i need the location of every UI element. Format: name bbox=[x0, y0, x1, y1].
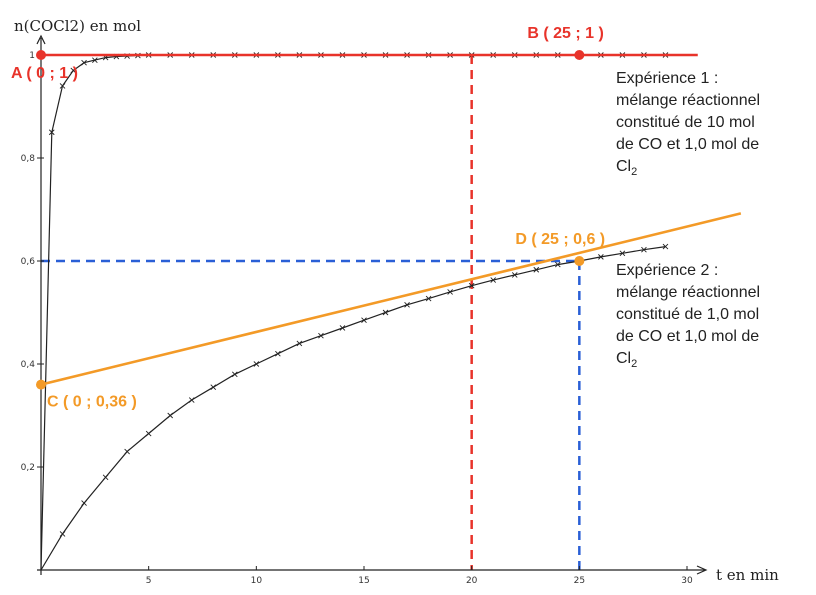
series-1-point bbox=[48, 129, 55, 136]
series-2-point bbox=[231, 371, 238, 378]
series-2-point bbox=[59, 531, 66, 537]
series-2-point bbox=[253, 361, 260, 367]
series-2-point bbox=[490, 277, 497, 283]
series-2-point bbox=[275, 350, 281, 357]
y-tick-label: 1 bbox=[29, 51, 35, 61]
point-d-label: D ( 25 ; 0,6 ) bbox=[515, 231, 605, 248]
x-tick-label: 5 bbox=[146, 576, 152, 586]
x-tick-label: 30 bbox=[681, 576, 693, 586]
experience-1-note-line: Expérience 1 : bbox=[616, 70, 718, 87]
experience-2-note-line: de CO et 1,0 mol de bbox=[616, 328, 759, 345]
series-1-point bbox=[70, 67, 77, 74]
series-2-point bbox=[468, 282, 475, 289]
series-2-point bbox=[361, 317, 367, 324]
y-tick-label: 0,4 bbox=[21, 360, 36, 370]
series-2-point bbox=[619, 250, 626, 257]
y-tick-label: 0,2 bbox=[21, 463, 35, 473]
point-a-label: A ( 0 ; 1 ) bbox=[11, 65, 78, 82]
experience-2-note-line: constitué de 1,0 mol bbox=[616, 306, 759, 323]
series-1-point bbox=[92, 57, 98, 63]
experience-1-note-line: constitué de 10 mol bbox=[616, 114, 755, 131]
experience-2-note-line: mélange réactionnel bbox=[616, 284, 760, 301]
series-2-point bbox=[425, 295, 432, 302]
x-axis-arrow bbox=[696, 565, 708, 575]
series-2-line bbox=[40, 246, 666, 571]
series-2-point bbox=[145, 430, 152, 437]
series-2-point bbox=[296, 340, 303, 347]
series-2-point bbox=[339, 325, 346, 331]
x-tick-label: 20 bbox=[466, 576, 478, 586]
series-1-point bbox=[59, 83, 66, 89]
series-2-point bbox=[81, 500, 87, 506]
series-2-point bbox=[404, 301, 410, 308]
experience-2-note-line: Expérience 2 : bbox=[616, 262, 718, 279]
x-tick-label: 15 bbox=[358, 576, 369, 586]
series-2-point bbox=[124, 448, 130, 455]
point-b-label: B ( 25 ; 1 ) bbox=[527, 25, 603, 42]
experience-1-note-line: Cl2 bbox=[616, 158, 637, 178]
x-axis-title: t en min bbox=[716, 566, 779, 584]
series-1-point bbox=[81, 59, 87, 66]
point-c bbox=[36, 379, 46, 390]
series-1-line bbox=[40, 54, 666, 571]
series-2-point bbox=[447, 289, 453, 295]
series-2-point bbox=[210, 384, 217, 390]
series-2-point bbox=[533, 266, 540, 273]
experience-2-note-line: Cl2 bbox=[616, 350, 637, 370]
series-2-point bbox=[318, 332, 324, 339]
y-tick-label: 0,6 bbox=[21, 257, 36, 267]
point-d bbox=[574, 256, 585, 266]
point-a bbox=[36, 50, 46, 60]
series-2-point bbox=[598, 254, 604, 260]
y-axis-arrow bbox=[36, 34, 46, 45]
x-tick-label: 10 bbox=[251, 576, 263, 586]
y-tick-label: 0,8 bbox=[21, 154, 36, 164]
series-2-point bbox=[511, 272, 518, 278]
experience-1-note-line: de CO et 1,0 mol de bbox=[616, 136, 759, 153]
series-2-point bbox=[188, 397, 195, 403]
point-c-label: C ( 0 ; 0,36 ) bbox=[47, 394, 137, 411]
x-tick-label: 25 bbox=[574, 576, 585, 586]
series-2-point bbox=[662, 243, 669, 250]
y-axis-title: n(COCl2) en mol bbox=[14, 17, 141, 35]
experience-1-note-line: mélange réactionnel bbox=[616, 92, 760, 109]
series-2-point bbox=[382, 309, 389, 316]
series-2-point bbox=[554, 261, 561, 268]
series-2-point bbox=[102, 474, 109, 481]
point-b bbox=[574, 50, 585, 60]
tangent-2 bbox=[40, 212, 742, 386]
series-2-point bbox=[167, 412, 174, 419]
series-2-point bbox=[641, 246, 647, 253]
